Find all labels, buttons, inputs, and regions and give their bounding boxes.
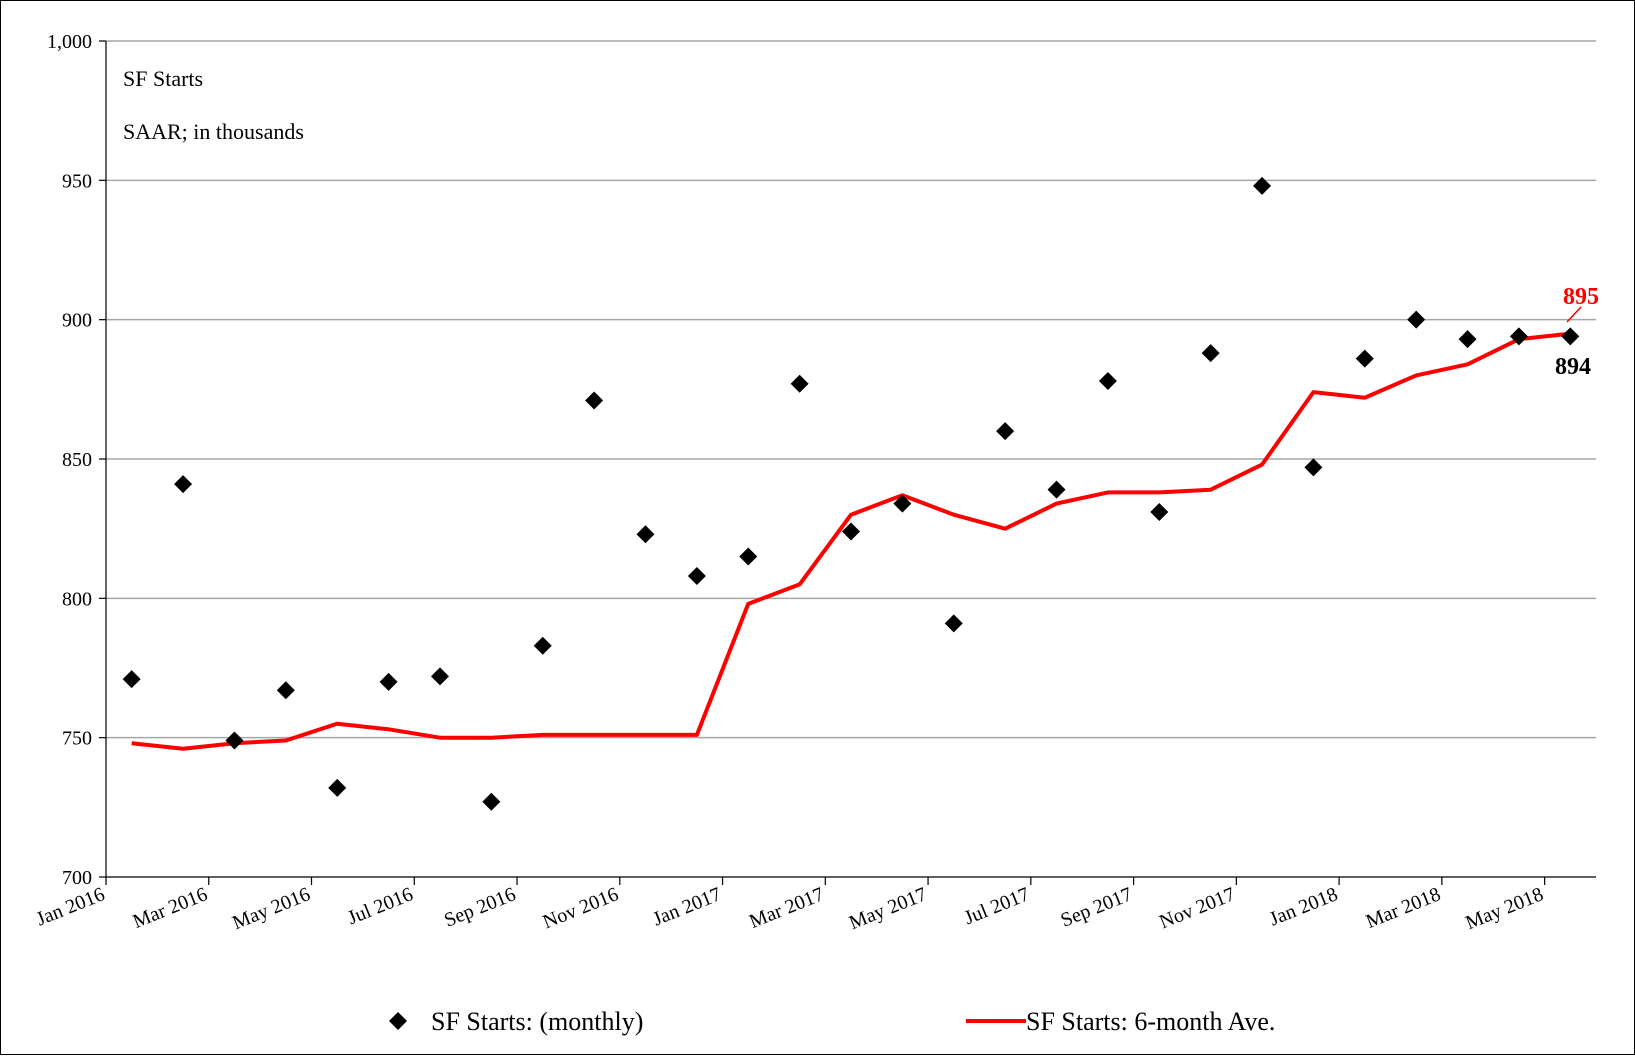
legend: SF Starts: (monthly) SF Starts: 6-month … xyxy=(389,1007,1275,1036)
x-tick-label: Jul 2017 xyxy=(961,883,1033,929)
y-tick-label: 900 xyxy=(62,310,92,332)
data-point-monthly xyxy=(430,667,449,686)
x-tick-label: May 2016 xyxy=(229,883,313,934)
data-point-monthly xyxy=(1355,349,1374,368)
data-point-monthly xyxy=(276,681,295,700)
x-tick-label: Sep 2017 xyxy=(1058,883,1136,931)
y-tick-label: 750 xyxy=(62,728,92,750)
data-point-monthly xyxy=(1150,502,1169,521)
data-point-monthly xyxy=(842,522,860,541)
data-point-monthly xyxy=(1561,327,1580,346)
data-point-monthly xyxy=(379,672,398,691)
data-point-monthly xyxy=(1098,371,1117,390)
data-point-monthly xyxy=(996,422,1015,441)
x-tick-label: May 2018 xyxy=(1463,883,1547,934)
data-point-monthly xyxy=(533,636,552,655)
y-tick-label: 700 xyxy=(62,867,92,889)
x-tick-labels: Jan 2016 Mar 2016 May 2016 Jul 2016 Sep 2016… xyxy=(33,883,1546,934)
data-point-monthly xyxy=(1509,327,1528,346)
data-point-monthly xyxy=(790,374,809,393)
x-tick-label: Jul 2016 xyxy=(345,883,417,929)
series-monthly-markers xyxy=(122,176,1580,811)
x-tick-label: Sep 2016 xyxy=(441,883,519,931)
x-tick-label: Nov 2016 xyxy=(540,883,622,933)
x-tick-label: May 2017 xyxy=(846,883,930,934)
x-tick-label: Jan 2018 xyxy=(1266,883,1341,930)
data-point-monthly xyxy=(328,778,347,797)
end-label-leader xyxy=(1566,306,1582,323)
x-tick-label: Mar 2018 xyxy=(1363,883,1444,933)
data-point-monthly xyxy=(482,792,501,811)
x-tick-label: Jan 2017 xyxy=(650,883,725,930)
data-point-monthly xyxy=(225,731,244,750)
data-point-monthly xyxy=(739,547,758,566)
series-average-polyline xyxy=(131,331,1571,751)
grid-lines xyxy=(106,40,1596,739)
data-point-monthly xyxy=(687,567,706,586)
legend-label-average: SF Starts: 6-month Ave. xyxy=(1026,1007,1275,1036)
end-label-monthly: 894 xyxy=(1555,354,1591,380)
annotation-sf-starts: SF Starts xyxy=(123,66,203,91)
y-tick-label: 950 xyxy=(62,170,92,192)
data-point-monthly xyxy=(1047,480,1066,499)
y-tick-labels: 700 750 800 850 900 950 1,000 xyxy=(47,31,92,889)
x-tick-label: Nov 2017 xyxy=(1156,883,1238,933)
data-point-monthly xyxy=(944,614,963,633)
data-point-monthly xyxy=(1304,458,1323,477)
y-tick-label: 850 xyxy=(62,449,92,471)
legend-marker-monthly xyxy=(389,1012,407,1030)
x-tick-label: Mar 2017 xyxy=(746,883,827,933)
data-point-monthly xyxy=(893,494,912,513)
axes xyxy=(99,40,1596,885)
series-average-line xyxy=(131,331,1571,751)
y-tick-label: 800 xyxy=(62,588,92,610)
data-point-monthly xyxy=(174,475,193,494)
end-label-average: 895 xyxy=(1563,284,1599,310)
data-point-monthly xyxy=(585,391,604,410)
data-point-monthly xyxy=(1458,330,1477,349)
legend-label-monthly: SF Starts: (monthly) xyxy=(431,1007,643,1036)
data-point-monthly xyxy=(1201,344,1220,363)
data-point-monthly xyxy=(122,670,141,689)
data-point-monthly xyxy=(636,525,655,544)
y-tick-label: 1,000 xyxy=(47,31,92,53)
x-tick-label: Mar 2016 xyxy=(130,883,211,933)
x-tick-label: Jan 2016 xyxy=(33,883,108,930)
annotation-units: SAAR; in thousands xyxy=(123,119,304,144)
data-point-monthly xyxy=(1253,176,1272,195)
data-point-monthly xyxy=(1407,310,1426,329)
